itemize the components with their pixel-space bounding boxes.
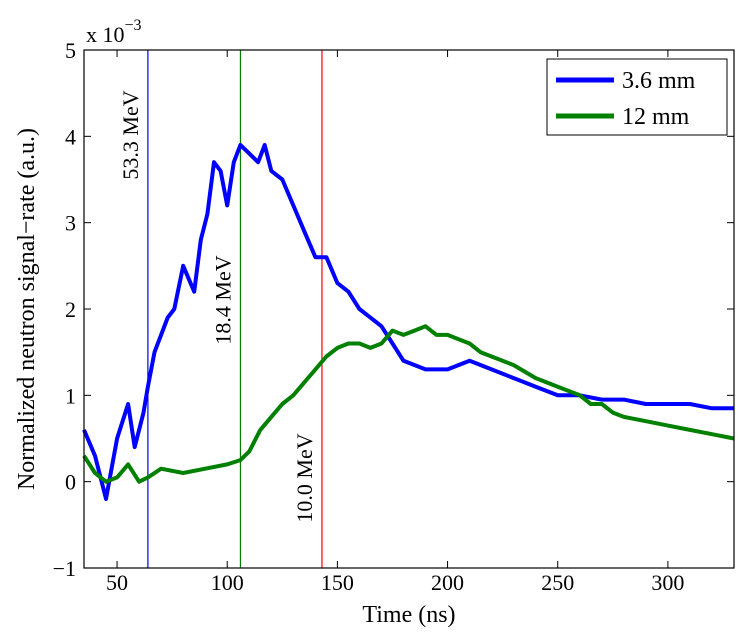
y-tick-label: 1: [65, 383, 76, 408]
legend-entry-3-6mm: 3.6 mm: [622, 68, 696, 94]
x-tick-label: 300: [651, 570, 684, 595]
plot-area: [84, 50, 734, 568]
legend: 3.6 mm 12 mm: [546, 58, 728, 136]
energy-marker-label: 18.4 MeV: [210, 255, 235, 344]
legend-entry-12mm: 12 mm: [622, 104, 690, 130]
y-tick-label: 2: [65, 297, 76, 322]
y-tick-label: 5: [65, 38, 76, 63]
y-multiplier-base: x 10: [86, 22, 125, 47]
energy-marker-label: 53.3 MeV: [118, 90, 143, 179]
y-tick-label: 3: [65, 211, 76, 236]
x-tick-label: 150: [321, 570, 354, 595]
y-axis-label: Normalized neutron signal−rate (a.u.): [14, 128, 40, 490]
energy-marker-label: 10.0 MeV: [292, 433, 317, 522]
y-multiplier: x 10−3: [86, 17, 142, 47]
x-tick-label: 250: [541, 570, 574, 595]
x-tick-label: 200: [431, 570, 464, 595]
x-axis-label: Time (ns): [362, 602, 455, 628]
x-tick-label: 50: [106, 570, 128, 595]
legend-box: [546, 58, 728, 136]
y-tick-label: 4: [65, 124, 76, 149]
y-tick-label: −1: [53, 556, 76, 581]
x-tick-label: 100: [211, 570, 244, 595]
series-line-3-6mm: [82, 143, 734, 501]
y-multiplier-exponent: −3: [125, 17, 142, 34]
series-line-12mm: [82, 324, 735, 484]
y-tick-label: 0: [65, 470, 76, 495]
